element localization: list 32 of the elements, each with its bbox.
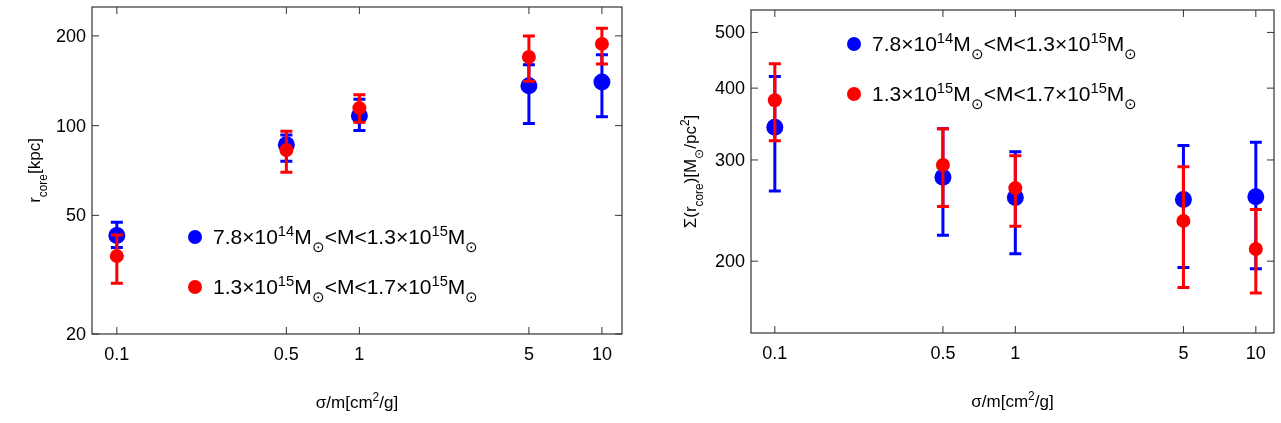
x-tick-label: 10	[591, 344, 612, 364]
y-tick-label: 400	[714, 78, 745, 99]
point	[109, 249, 124, 264]
x-tick-label: 1	[1010, 343, 1021, 363]
y-tick-label: 20	[65, 324, 86, 344]
point	[593, 73, 611, 91]
x-tick-label: 0.1	[104, 344, 130, 364]
x-tick-label: 0.1	[762, 343, 788, 363]
x-tick-label: 10	[1245, 343, 1266, 363]
y-tick-label: 300	[714, 149, 745, 170]
legend-label: 7.8×10$^{14}$M$_{⊙}$<M<1.3×10$^{15}$M$_{⊙}$	[213, 223, 479, 255]
y-tick-label: 200	[714, 251, 745, 272]
y-tick-label: 50	[65, 205, 86, 226]
x-tick-label: 1	[354, 344, 365, 364]
point	[1247, 188, 1265, 206]
point	[1008, 181, 1023, 196]
point	[594, 36, 609, 51]
x-tick-label: 5	[1178, 343, 1189, 363]
point	[1248, 242, 1263, 256]
x-tick-label: 0.5	[273, 344, 299, 364]
point	[767, 93, 782, 108]
legend-label: 1.3×10$^{15}$M$_{⊙}$<M<1.7×10$^{15}$M$_{⊙}$	[872, 80, 1138, 112]
x-tick-label: 0.5	[930, 343, 956, 363]
y-tick-label: 100	[55, 115, 86, 136]
x-axis-title: σ/m[cm$^{2}$/g]	[315, 390, 399, 412]
x-axis-title: σ/m[cm$^{2}$/g]	[971, 389, 1054, 411]
legend-label: 7.8×10$^{14}$M$_{⊙}$<M<1.3×10$^{15}$M$_{⊙}$	[872, 30, 1138, 62]
x-tick-label: 5	[523, 344, 534, 364]
legend-label: 1.3×10$^{15}$M$_{⊙}$<M<1.7×10$^{15}$M$_{⊙}$	[213, 273, 479, 305]
y-tick-label: 500	[714, 22, 745, 43]
point	[352, 101, 367, 116]
y-tick-label: 200	[55, 25, 86, 46]
